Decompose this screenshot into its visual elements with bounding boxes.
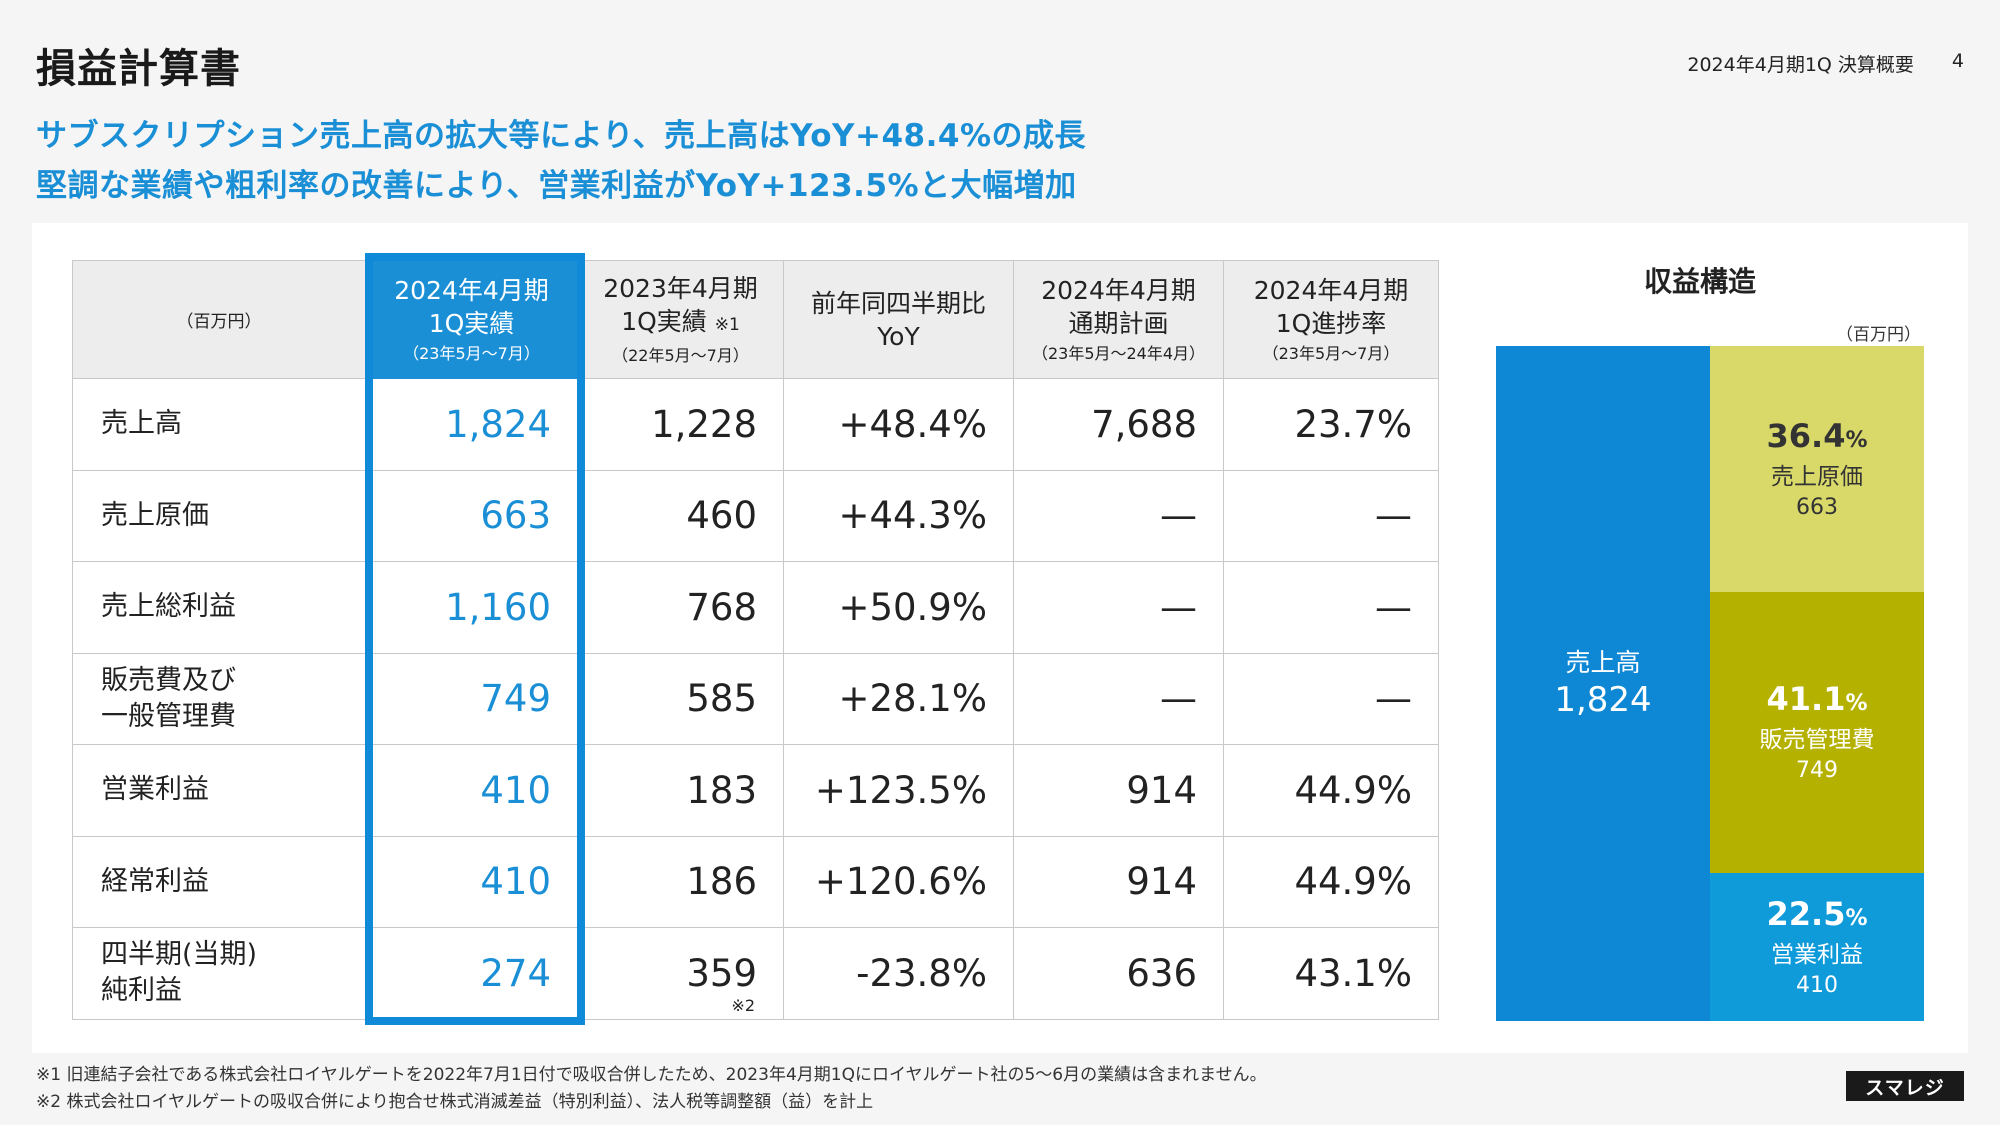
column-header-line2: 1Q実績 [621, 306, 707, 336]
column-header-line2: 1Q実績 [428, 308, 515, 338]
current-value: 749 [365, 652, 578, 745]
block-percent: 22.5% [1766, 894, 1868, 933]
current-value: 1,160 [365, 561, 578, 654]
column-header-sub: （22年5月～7月） [612, 345, 749, 365]
row-label: 売上原価 [72, 469, 366, 562]
row-label: 営業利益 [72, 744, 366, 837]
current-value: 1,824 [365, 378, 578, 471]
block-label: 売上原価 [1771, 463, 1863, 490]
block-label: 売上高 [1565, 647, 1641, 677]
row-label: 経常利益 [72, 835, 366, 928]
structure-block-sales: 売上高 1,824 [1496, 346, 1710, 1021]
current-value: 410 [365, 744, 578, 837]
period-label: 2024年4月期1Q 決算概要 [1687, 54, 1914, 76]
table-header-row: （百万円） 2024年4月期 1Q実績 （23年5月～7月） 2023年4月期 … [72, 260, 1439, 379]
footnote-2: ※2 株式会社ロイヤルゲートの吸収合併により抱合せ株式消滅差益（特別利益）、法人… [36, 1092, 874, 1112]
block-value: 1,824 [1554, 679, 1652, 720]
column-header-yoy: 前年同四半期比 YoY [783, 260, 1014, 379]
headline-line-1: サブスクリプション売上高の拡大等により、売上高はYoY+48.4%の成長 [36, 118, 1087, 154]
block-value: 663 [1796, 494, 1838, 520]
plan-value: 7,688 [1013, 378, 1224, 471]
prior-value: 1,228 [577, 378, 784, 471]
column-header-progress: 2024年4月期 1Q進捗率 （23年5月～7月） [1223, 260, 1439, 379]
prior-value: 585 [577, 652, 784, 745]
headline-line-2: 堅調な業績や粗利率の改善により、営業利益がYoY+123.5%と大幅増加 [36, 168, 1077, 204]
company-logo: スマレジ [1846, 1071, 1964, 1101]
unit-label: （百万円） [72, 260, 366, 379]
plan-value: — [1013, 561, 1224, 654]
current-value: 663 [365, 469, 578, 562]
progress-value: 23.7% [1223, 378, 1439, 471]
header-meta: 2024年4月期1Q 決算概要 4 [1687, 50, 1964, 77]
page-title: 損益計算書 [36, 46, 241, 92]
column-header-sub: （23年5月～7月） [1262, 343, 1400, 363]
block-percent: 36.4% [1766, 416, 1868, 455]
current-value: 274 [365, 927, 578, 1020]
table-row: 販売費及び 一般管理費 749 585 +28.1% — — [72, 652, 1439, 745]
block-value: 410 [1796, 972, 1838, 998]
column-header-line2: YoY [877, 321, 920, 351]
progress-value: 44.9% [1223, 744, 1439, 837]
column-header-line1: 2024年4月期 [1253, 275, 1409, 305]
footnote-1: ※1 旧連結子会社である株式会社ロイヤルゲートを2022年7月1日付で吸収合併し… [36, 1065, 1267, 1085]
prior-value: 460 [577, 469, 784, 562]
table-row: 売上原価 663 460 +44.3% — — [72, 469, 1439, 562]
block-label: 営業利益 [1771, 941, 1863, 968]
column-header-line1: 2024年4月期 [1041, 275, 1196, 305]
block-percent: 41.1% [1766, 680, 1868, 718]
row-label: 四半期(当期) 純利益 [72, 927, 366, 1020]
prior-value: 186 [577, 835, 784, 928]
yoy-value: -23.8% [783, 927, 1014, 1020]
plan-value: 914 [1013, 744, 1224, 837]
block-value: 749 [1796, 758, 1838, 783]
column-header-line2: 1Q進捗率 [1275, 308, 1387, 338]
yoy-value: +50.9% [783, 561, 1014, 654]
block-label: 販売管理費 [1759, 727, 1875, 753]
prior-value: 183 [577, 744, 784, 837]
column-header-plan: 2024年4月期 通期計画 （23年5月～24年4月） [1013, 260, 1224, 379]
progress-value: — [1223, 561, 1439, 654]
yoy-value: +48.4% [783, 378, 1014, 471]
page-number: 4 [1951, 50, 1964, 72]
progress-value: 44.9% [1223, 835, 1439, 928]
table-row: 売上総利益 1,160 768 +50.9% — — [72, 561, 1439, 654]
structure-block-operating-income: 22.5% 営業利益 410 [1710, 873, 1924, 1021]
prior-value: 359 ※2 [577, 927, 784, 1020]
plan-value: — [1013, 469, 1224, 562]
row-label: 売上高 [72, 378, 366, 471]
yoy-value: +123.5% [783, 744, 1014, 837]
table-row: 売上高 1,824 1,228 +48.4% 7,688 23.7% [72, 378, 1439, 471]
plan-value: 914 [1013, 835, 1224, 928]
structure-block-sga: 41.1% 販売管理費 749 [1710, 592, 1924, 873]
prior-value: 768 [577, 561, 784, 654]
column-header-line2: 通期計画 [1068, 308, 1169, 338]
column-header-note: ※1 [714, 314, 740, 335]
structure-unit: （百万円） [1836, 325, 1921, 345]
progress-value: 43.1% [1223, 927, 1439, 1020]
progress-value: — [1223, 652, 1439, 745]
row-label: 販売費及び 一般管理費 [72, 652, 366, 745]
yoy-value: +120.6% [783, 835, 1014, 928]
column-header-sub: （23年5月～7月） [403, 343, 540, 363]
income-statement-table: （百万円） 2024年4月期 1Q実績 （23年5月～7月） 2023年4月期 … [72, 260, 1439, 1020]
plan-value: — [1013, 652, 1224, 745]
progress-value: — [1223, 469, 1439, 562]
yoy-value: +44.3% [783, 469, 1014, 562]
column-header-sub: （23年5月～24年4月） [1031, 343, 1206, 363]
column-header-line1: 前年同四半期比 [810, 288, 986, 318]
structure-block-cogs: 36.4% 売上原価 663 [1710, 346, 1924, 592]
column-header-prior: 2023年4月期 1Q実績 ※1 （22年5月～7月） [577, 260, 784, 379]
column-header-current: 2024年4月期 1Q実績 （23年5月～7月） [365, 260, 578, 379]
yoy-value: +28.1% [783, 652, 1014, 745]
column-header-line1: 2024年4月期 [394, 275, 549, 305]
plan-value: 636 [1013, 927, 1224, 1020]
column-header-line1: 2023年4月期 [603, 273, 758, 303]
footnote-marker: ※2 [731, 995, 755, 1015]
row-label: 売上総利益 [72, 561, 366, 654]
table-row: 経常利益 410 186 +120.6% 914 44.9% [72, 835, 1439, 928]
table-row: 営業利益 410 183 +123.5% 914 44.9% [72, 744, 1439, 837]
current-value: 410 [365, 835, 578, 928]
table-row: 四半期(当期) 純利益 274 359 ※2 -23.8% 636 43.1% [72, 927, 1439, 1020]
structure-title: 収益構造 [1643, 265, 1756, 298]
